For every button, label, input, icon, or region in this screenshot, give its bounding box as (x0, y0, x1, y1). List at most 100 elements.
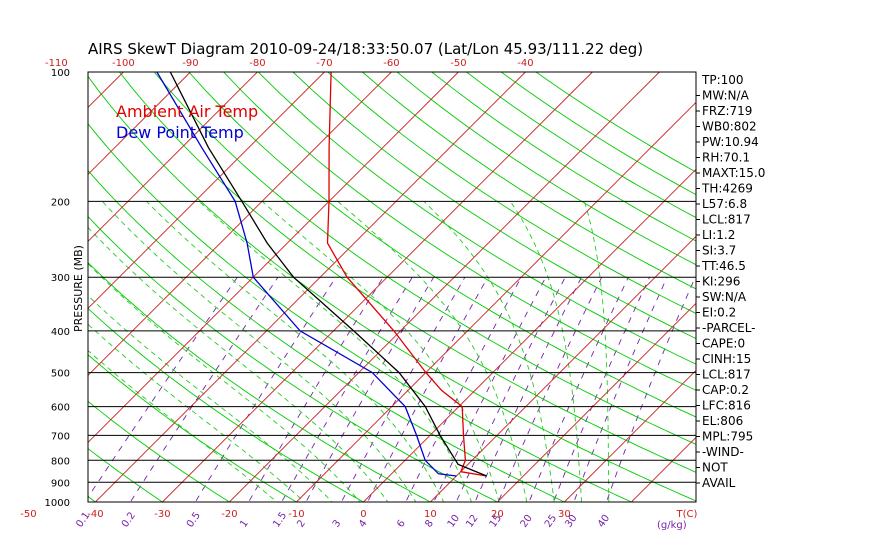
stability-index: CAPE:0 (702, 337, 745, 351)
sounding-series (156, 72, 487, 477)
mixing-ratio-line (433, 276, 547, 502)
dry-adiabat-line (88, 496, 97, 502)
pressure-tick-label: 500 (51, 369, 70, 380)
isotherm-line (430, 235, 696, 502)
moist-adiabat-line (88, 263, 361, 502)
dry-adiabat-line (327, 72, 696, 314)
y-axis-label: PRESSURE (MB) (72, 245, 85, 332)
mixing-ratio-line (340, 276, 466, 502)
bottom-temperature-tick: -40 (87, 509, 103, 520)
stability-index: FRZ:719 (702, 104, 752, 118)
mixing-ratio-tick-label: 40 (596, 513, 612, 530)
series-line-parcel (169, 72, 487, 477)
stability-index: MW:N/A (702, 89, 750, 103)
dry-adiabat-line (188, 72, 696, 418)
moist-adiabat-line (583, 201, 610, 502)
moist-adiabats (88, 201, 610, 502)
dry-adiabat-line (88, 169, 566, 502)
mixing-ratio-line (497, 276, 603, 502)
stability-index: -WIND- (702, 445, 744, 459)
bottom-temperature-tick: 0 (360, 509, 366, 520)
chart-title: AIRS SkewT Diagram 2010-09-24/18:33:50.0… (88, 40, 643, 58)
mixing-ratio-line (606, 277, 696, 502)
isotherm-line (88, 72, 392, 377)
mixing-ratio-tick-label: 1.5 (271, 510, 289, 529)
top-temperature-tick: -40 (517, 58, 533, 69)
series-line-ambient-air-temp (326, 72, 487, 477)
mixing-ratio-line (455, 276, 566, 502)
mixing-ratio-line (367, 276, 489, 502)
mixing-ratio-tick-label: 1 (238, 518, 251, 530)
stability-index: PW:10.94 (702, 135, 759, 149)
dry-adiabat-line (88, 261, 432, 502)
stability-index: SI:3.7 (702, 244, 736, 258)
bottom-temperature-tick: -30 (154, 509, 170, 520)
pressure-tick-label: 400 (51, 327, 70, 338)
bottom-temperature-tick: 30 (558, 509, 571, 520)
mixing-ratio-ticks: 0.1 0.2 0.5 1 1.5 2 3 4 6 8 10 12 15 20 25 30 40 (g/kg) (74, 510, 686, 531)
top-temperature-tick: -80 (249, 58, 265, 69)
dry-adiabat-line (396, 72, 696, 266)
stability-index: TP:100 (701, 73, 744, 87)
stability-index: TT:46.5 (701, 259, 746, 273)
pressure-tick-label: 100 (51, 68, 70, 79)
mixing-ratio-line (281, 276, 413, 502)
dry-adiabat-line (431, 72, 696, 242)
mixing-ratio-tick-label: 2 (295, 518, 308, 530)
mixing-ratio-tick-label: 0.2 (120, 510, 138, 529)
stability-index: SW:N/A (702, 290, 747, 304)
dry-adiabat-line (362, 72, 696, 290)
moist-adiabat-line (337, 201, 528, 502)
mixing-ratio-tick-label: 8 (423, 518, 436, 530)
mixing-ratio-tick-label: 3 (331, 518, 344, 530)
stability-index: -PARCEL- (702, 321, 756, 335)
mixing-ratio-line (405, 276, 522, 502)
mixing-ratio-line (194, 276, 337, 502)
stability-index: LFC:816 (702, 399, 751, 413)
top-temperature-tick: -120 (0, 58, 1, 69)
bottom-temperature-tick: 10 (424, 509, 437, 520)
isotherm-line (88, 72, 459, 444)
mixing-ratio-tick-label: 6 (395, 518, 408, 530)
pressure-tick-label: 600 (51, 403, 70, 414)
pressure-tick-label: 200 (51, 197, 70, 208)
bottom-temperature-unit: T(C) (676, 509, 698, 520)
pressure-tick-label: 800 (51, 456, 70, 467)
bottom-temperature-tick: -10 (288, 509, 304, 520)
bottom-temperature-tick: -20 (221, 509, 237, 520)
dry-adiabat-line (88, 215, 499, 502)
isotherm-line (497, 302, 696, 502)
stability-index: LI:1.2 (702, 228, 735, 242)
mixing-ratio-line (88, 276, 238, 499)
moist-adiabat-line (423, 201, 555, 502)
isotherm-line (95, 72, 526, 502)
stability-index: CAP:0.2 (702, 383, 749, 397)
stability-index: EL:806 (702, 414, 743, 428)
stability-index: WB0:802 (702, 120, 757, 134)
pressure-tick-label: 700 (51, 431, 70, 442)
isotherm-line (296, 101, 696, 502)
mixing-ratio-line (248, 276, 384, 502)
mixing-ratio-lines (88, 276, 696, 502)
moist-adiabat-line (510, 201, 583, 502)
top-temperature-tick: -50 (450, 58, 466, 69)
bottom-temperature-tick: 20 (491, 509, 504, 520)
stability-index: MPL:795 (702, 430, 753, 444)
top-temperature-tick: -60 (383, 58, 399, 69)
stability-index: NOT (702, 461, 728, 475)
isotherm-line (229, 72, 660, 502)
mixing-ratio-tick-label: 0.5 (185, 510, 203, 529)
isotherm-line (88, 72, 325, 310)
chart-legend: Ambient Air Temp Dew Point Temp (116, 102, 258, 142)
mixing-ratio-tick-label: 10 (446, 513, 462, 530)
stability-index: RH:70.1 (702, 151, 750, 165)
mixing-ratio-tick-label: 4 (357, 518, 370, 530)
stability-index: LCL:817 (702, 368, 751, 382)
stability-index: L57:6.8 (702, 197, 747, 211)
mixing-ratio-line (573, 277, 668, 502)
legend-entry: Dew Point Temp (116, 123, 244, 142)
pressure-tick-label: 900 (51, 478, 70, 489)
dry-adiabat-line (0, 72, 40, 511)
mixing-ratio-unit: (g/kg) (657, 520, 687, 531)
moist-adiabat-line (198, 201, 472, 502)
